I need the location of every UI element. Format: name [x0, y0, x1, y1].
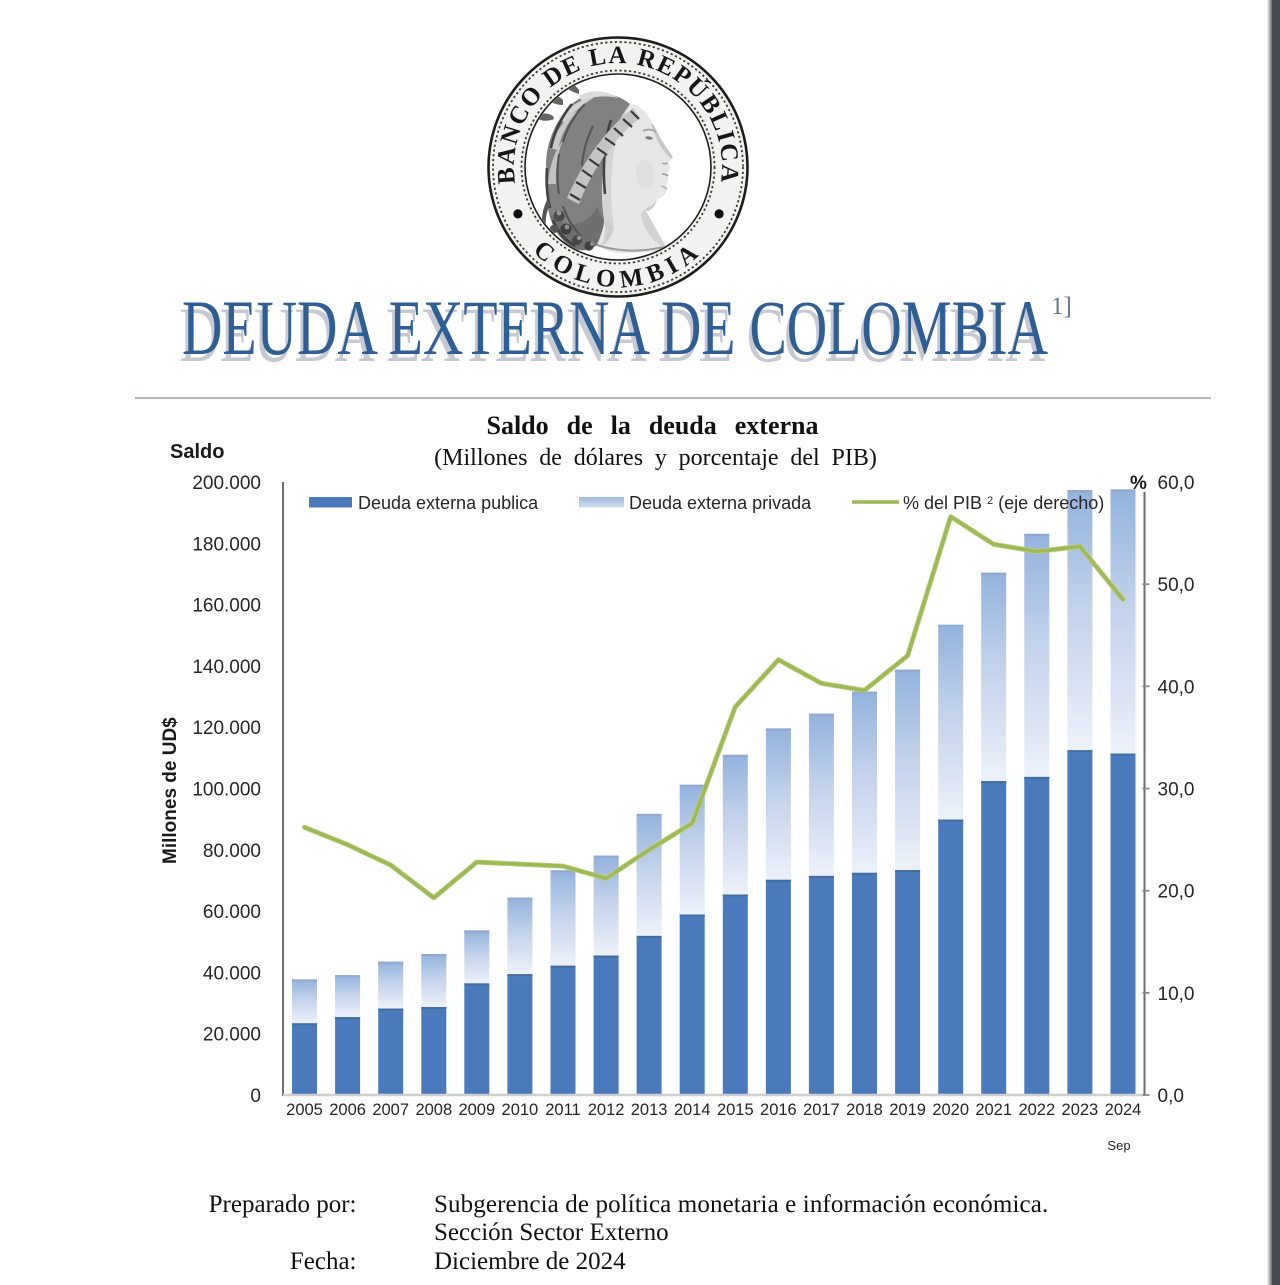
svg-text:Deuda externa publica: Deuda externa publica [358, 493, 539, 513]
svg-text:80.000: 80.000 [203, 841, 261, 862]
svg-text:160.000: 160.000 [192, 596, 261, 617]
svg-text:2015: 2015 [717, 1101, 754, 1119]
svg-text:140.000: 140.000 [192, 657, 261, 678]
svg-text:2023: 2023 [1062, 1101, 1099, 1119]
svg-text:% del PIB 2 (eje derecho): % del PIB 2 (eje derecho) [903, 493, 1104, 513]
svg-text:2021: 2021 [975, 1101, 1012, 1119]
svg-text:%: % [1130, 473, 1147, 494]
svg-text:60.000: 60.000 [203, 902, 261, 923]
svg-text:60,0: 60,0 [1158, 473, 1195, 494]
svg-text:40,0: 40,0 [1158, 677, 1195, 698]
svg-text:2018: 2018 [846, 1101, 883, 1119]
svg-text:20.000: 20.000 [203, 1025, 261, 1046]
svg-text:50,0: 50,0 [1158, 575, 1195, 596]
svg-text:200.000: 200.000 [192, 473, 261, 494]
svg-text:2005: 2005 [286, 1101, 323, 1119]
svg-text:2011: 2011 [545, 1101, 580, 1119]
svg-text:2013: 2013 [631, 1101, 668, 1119]
svg-text:2024: 2024 [1105, 1101, 1142, 1119]
svg-text:2020: 2020 [932, 1101, 969, 1119]
svg-text:2019: 2019 [889, 1101, 926, 1119]
svg-text:2006: 2006 [329, 1101, 366, 1119]
svg-text:180.000: 180.000 [192, 534, 261, 555]
svg-text:20,0: 20,0 [1158, 882, 1195, 903]
svg-text:2017: 2017 [803, 1101, 840, 1119]
svg-text:2008: 2008 [415, 1101, 452, 1119]
svg-text:Deuda externa privada: Deuda externa privada [629, 493, 812, 513]
svg-text:2014: 2014 [674, 1101, 711, 1119]
svg-text:40.000: 40.000 [203, 963, 261, 984]
svg-text:120.000: 120.000 [192, 718, 261, 739]
svg-text:2012: 2012 [588, 1101, 625, 1119]
svg-text:0,0: 0,0 [1158, 1086, 1184, 1107]
svg-text:2010: 2010 [502, 1101, 539, 1119]
svg-text:Sep: Sep [1107, 1138, 1130, 1153]
svg-text:2022: 2022 [1018, 1101, 1055, 1119]
svg-text:2016: 2016 [760, 1101, 797, 1119]
svg-text:2007: 2007 [372, 1101, 409, 1119]
svg-text:100.000: 100.000 [192, 780, 261, 801]
svg-text:30,0: 30,0 [1158, 780, 1195, 801]
svg-text:10,0: 10,0 [1158, 984, 1195, 1005]
svg-text:0: 0 [250, 1086, 261, 1107]
svg-text:2009: 2009 [458, 1101, 495, 1119]
